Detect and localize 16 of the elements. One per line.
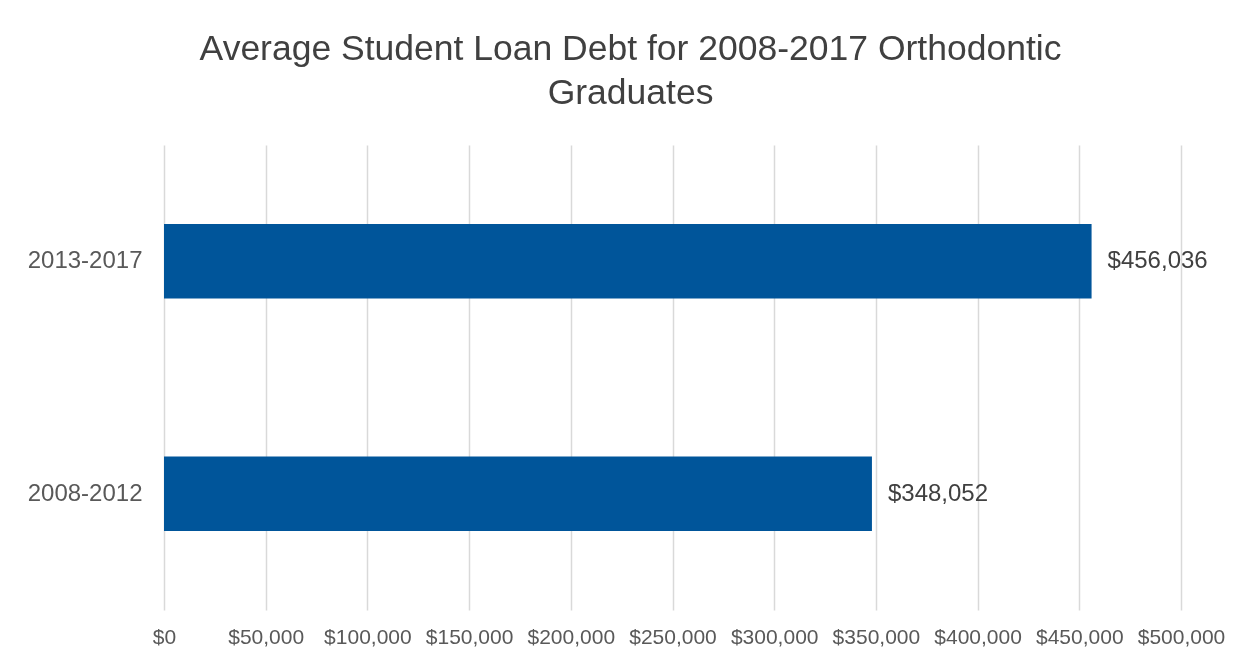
x-tick-label: $250,000 [629, 624, 717, 648]
x-tick-label: $150,000 [425, 624, 514, 648]
x-tick-label: $400,000 [934, 624, 1022, 648]
x-tick-label: $450,000 [1036, 624, 1124, 648]
chart-title: Average Student Loan Debt for 2008-2017 Orthodontic Graduates [199, 27, 1062, 112]
data-label: $456,036 [1107, 246, 1208, 274]
x-tick-label: $200,000 [527, 624, 616, 648]
x-tick-label: $300,000 [730, 624, 819, 648]
x-tick-label: $0 [152, 624, 177, 648]
x-tick-label: $100,000 [324, 624, 412, 648]
x-tick-label: $350,000 [832, 624, 921, 648]
y-tick-label: 2013-2017 [27, 246, 143, 274]
x-tick-label: $500,000 [1137, 624, 1226, 648]
x-tick-label: $50,000 [228, 624, 305, 648]
y-tick-label: 2008-2012 [27, 478, 143, 506]
data-label: $348,052 [887, 478, 989, 506]
